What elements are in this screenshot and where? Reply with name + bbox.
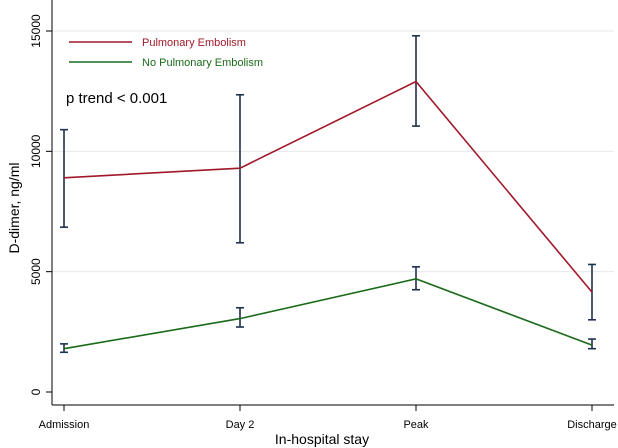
y-tick-label: 10000 — [29, 134, 43, 168]
y-tick-label: 15000 — [29, 14, 43, 48]
x-tick-label: Admission — [39, 419, 90, 431]
x-tick-label: Peak — [403, 419, 429, 431]
series-1 — [60, 266, 596, 354]
gridlines — [52, 30, 614, 273]
x-ticks: Admission Day 2 Peak Discharge — [39, 405, 617, 431]
x-tick-label: Discharge — [567, 419, 617, 431]
x-axis-title: In-hospital stay — [275, 431, 369, 447]
series-0 — [60, 35, 596, 321]
legend: Pulmonary Embolism No Pulmonary Embolism — [69, 37, 263, 69]
x-tick-label: Day 2 — [226, 419, 255, 431]
y-ticks: 0 5000 10000 15000 — [29, 14, 52, 395]
axes — [51, 0, 614, 406]
p-trend-annotation: p trend < 0.001 — [66, 90, 167, 107]
series — [60, 35, 596, 354]
series-line — [63, 278, 593, 350]
series-line — [63, 80, 593, 293]
legend-label: Pulmonary Embolism — [142, 37, 246, 49]
y-tick-label: 5000 — [29, 258, 43, 285]
legend-label: No Pulmonary Embolism — [142, 57, 263, 69]
y-tick-label: 0 — [29, 388, 43, 395]
y-axis-title: D-dimer, ng/ml — [6, 162, 22, 253]
